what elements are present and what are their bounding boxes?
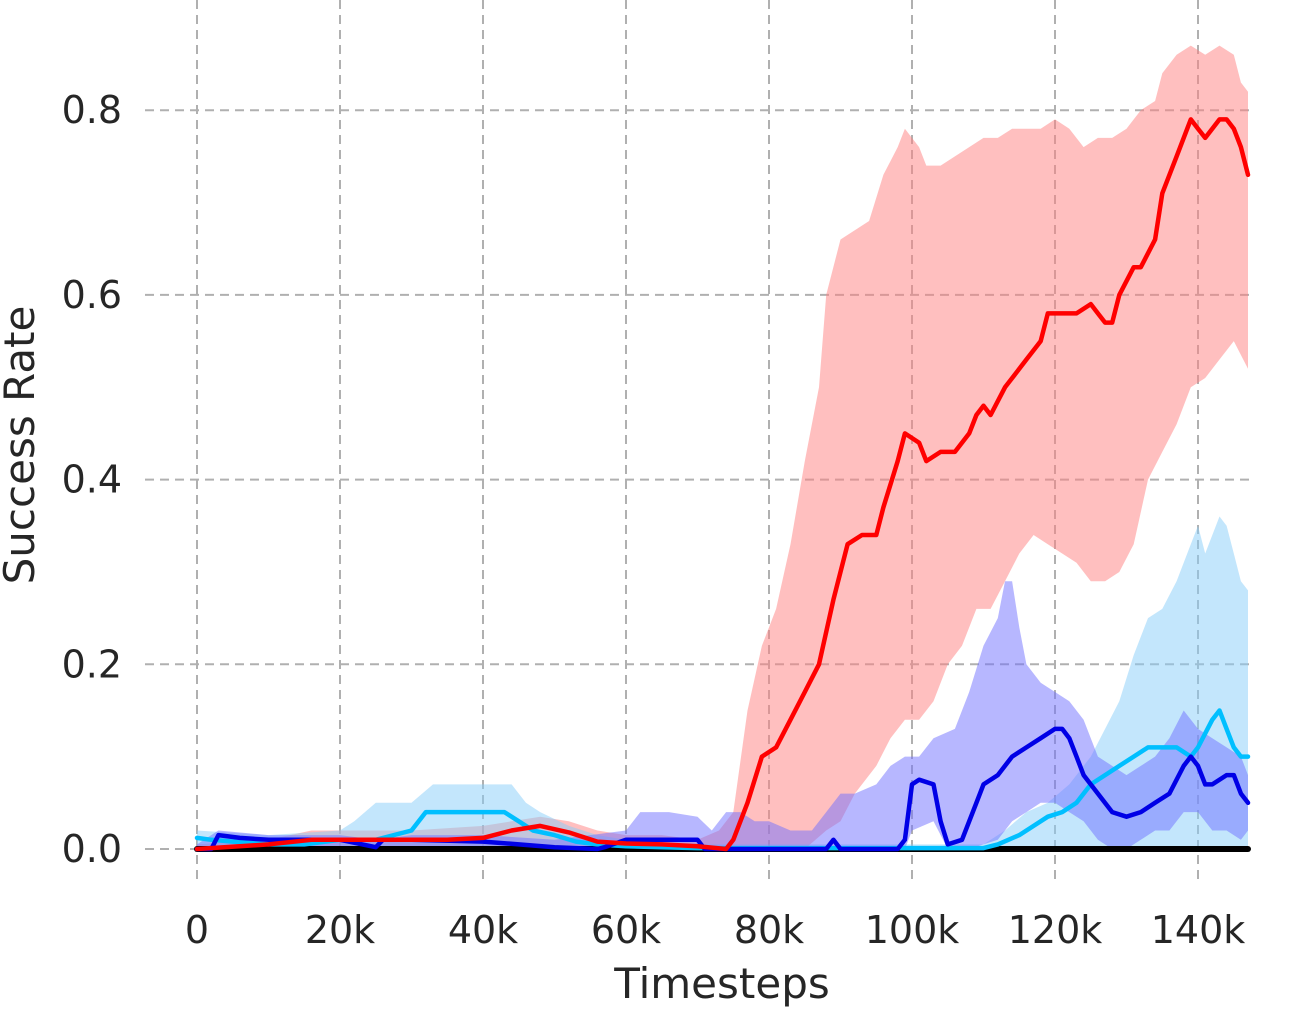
series-2-line	[194, 708, 1251, 851]
series-1-band	[197, 45, 1248, 850]
confidence-bands	[197, 45, 1248, 850]
series-lines	[194, 117, 1251, 852]
x-axis-label: Timesteps	[613, 959, 830, 1008]
x-tick-label: 140k	[1151, 908, 1246, 952]
tick-labels: 0 20k 40k 60k 80k 100k 120k 140k 0.0 0.2 0.4 0.6 0.8	[62, 88, 1246, 952]
x-tick-label: 80k	[734, 908, 804, 952]
x-tick-label: 20k	[305, 908, 375, 952]
y-tick-label: 0.2	[62, 642, 122, 686]
x-tick-label: 40k	[448, 908, 518, 952]
x-tick-label: 100k	[865, 908, 960, 952]
x-tick-label: 0	[185, 908, 209, 952]
y-axis-label: Success Rate	[0, 306, 44, 585]
series-3-band	[197, 581, 1248, 849]
y-tick-label: 0.4	[62, 458, 122, 502]
x-tick-label: 60k	[591, 908, 661, 952]
y-tick-label: 0.6	[62, 273, 122, 317]
x-tick-label: 120k	[1008, 908, 1103, 952]
y-tick-label: 0.8	[62, 88, 122, 132]
series-1-line	[194, 117, 1251, 852]
y-tick-label: 0.0	[62, 827, 122, 871]
